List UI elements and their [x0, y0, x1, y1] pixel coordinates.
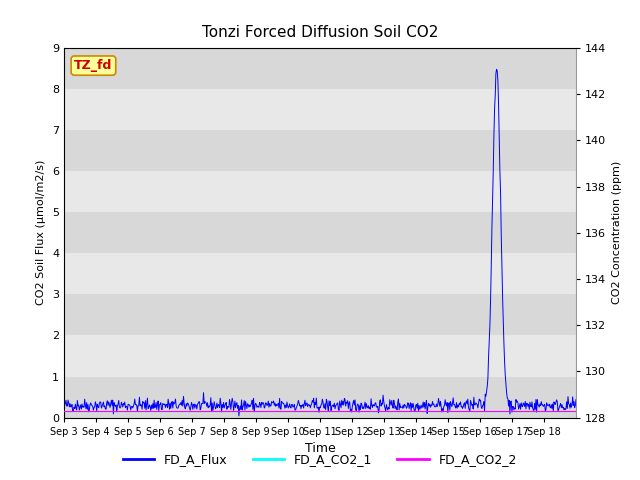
- Title: Tonzi Forced Diffusion Soil CO2: Tonzi Forced Diffusion Soil CO2: [202, 25, 438, 40]
- Bar: [64, 212, 576, 253]
- FD_A_CO2_2: [214, 408, 222, 414]
- Line: FD_A_Flux: FD_A_Flux: [64, 69, 576, 416]
- FD_A_Flux: [260, 400, 268, 406]
- X-axis label: Time: Time: [305, 442, 335, 455]
- FD_A_Flux: [402, 403, 410, 409]
- FD_A_Flux: [235, 413, 243, 419]
- FD_A_CO2_1: [214, 408, 222, 414]
- FD_A_Flux: [373, 404, 381, 410]
- FD_A_CO2_2: [259, 408, 267, 414]
- FD_A_CO2_2: [372, 408, 380, 414]
- Bar: [64, 376, 576, 418]
- Bar: [64, 253, 576, 294]
- FD_A_Flux: [214, 402, 222, 408]
- FD_A_Flux: [120, 402, 128, 408]
- FD_A_Flux: [493, 66, 500, 72]
- FD_A_CO2_1: [401, 408, 409, 414]
- Bar: [64, 336, 576, 376]
- Bar: [64, 294, 576, 336]
- Bar: [64, 130, 576, 171]
- FD_A_Flux: [60, 401, 68, 407]
- Bar: [64, 89, 576, 130]
- FD_A_CO2_2: [401, 408, 409, 414]
- Y-axis label: CO2 Concentration (ppm): CO2 Concentration (ppm): [612, 161, 622, 304]
- FD_A_Flux: [572, 396, 580, 402]
- FD_A_CO2_1: [259, 408, 267, 414]
- FD_A_CO2_1: [60, 408, 68, 414]
- FD_A_CO2_1: [572, 408, 580, 414]
- Y-axis label: CO2 Soil Flux (μmol/m2/s): CO2 Soil Flux (μmol/m2/s): [36, 160, 47, 305]
- FD_A_Flux: [241, 397, 248, 403]
- FD_A_CO2_1: [120, 408, 128, 414]
- FD_A_CO2_2: [60, 408, 68, 414]
- FD_A_CO2_1: [240, 408, 248, 414]
- Legend: FD_A_Flux, FD_A_CO2_1, FD_A_CO2_2: FD_A_Flux, FD_A_CO2_1, FD_A_CO2_2: [118, 448, 522, 471]
- Text: TZ_fd: TZ_fd: [74, 59, 113, 72]
- Bar: [64, 171, 576, 212]
- FD_A_CO2_1: [372, 408, 380, 414]
- Bar: [64, 48, 576, 89]
- FD_A_CO2_2: [572, 408, 580, 414]
- FD_A_CO2_2: [240, 408, 248, 414]
- FD_A_CO2_2: [120, 408, 128, 414]
